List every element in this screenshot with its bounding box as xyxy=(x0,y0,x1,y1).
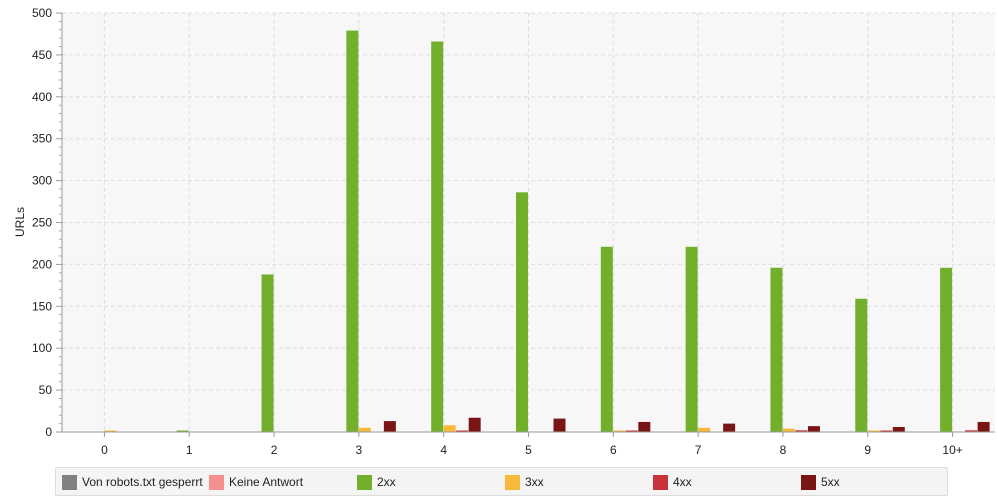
x-tick-label: 9 xyxy=(864,443,871,457)
y-tick-label: 350 xyxy=(32,132,52,146)
legend-label: 3xx xyxy=(525,475,544,489)
bars xyxy=(104,30,990,433)
legend-label: Keine Antwort xyxy=(229,475,304,489)
bar-5xx-6 xyxy=(638,421,651,432)
x-tick-label: 2 xyxy=(271,443,278,457)
bar-3xx-3 xyxy=(358,427,371,432)
bar-3xx-4 xyxy=(443,425,456,432)
legend-swatch xyxy=(653,474,668,490)
bar-3xx-8 xyxy=(782,428,795,432)
bar-3xx-7 xyxy=(698,427,711,432)
legend-item-keine-antwort[interactable]: Keine Antwort xyxy=(209,474,303,490)
legend-item-2xx[interactable]: 2xx xyxy=(357,474,396,490)
bar-4xx-4 xyxy=(456,430,469,432)
bar-5xx-4 xyxy=(468,417,481,432)
y-tick-label: 450 xyxy=(32,48,52,62)
bar-2xx-8 xyxy=(770,267,783,432)
y-tick-label: 500 xyxy=(32,6,52,20)
x-tick-label: 8 xyxy=(780,443,787,457)
x-tick-label: 10+ xyxy=(942,443,962,457)
legend-item-4xx[interactable]: 4xx xyxy=(653,474,692,490)
y-tick-label: 0 xyxy=(45,425,52,439)
x-tick-label: 0 xyxy=(101,443,108,457)
bar-2xx-6 xyxy=(600,246,613,432)
legend-label: 4xx xyxy=(673,475,692,489)
bar-2xx-9 xyxy=(855,298,868,432)
bar-5xx-5 xyxy=(553,418,566,432)
legend-label: 2xx xyxy=(377,475,396,489)
y-tick-label: 250 xyxy=(32,216,52,230)
bar-2xx-5 xyxy=(516,192,528,432)
y-tick-label: 300 xyxy=(32,174,52,188)
legend-swatch xyxy=(505,474,520,490)
y-axis-label: URLs xyxy=(13,207,27,237)
legend-swatch xyxy=(62,474,77,490)
bar-4xx-6 xyxy=(625,430,638,432)
bar-4xx-9 xyxy=(880,430,893,432)
bar-3xx-6 xyxy=(613,430,626,432)
bar-2xx-4 xyxy=(431,41,444,432)
bar-5xx-3 xyxy=(383,421,396,432)
bar-5xx-8 xyxy=(807,426,820,432)
legend-swatch xyxy=(801,474,816,490)
y-tick-label: 200 xyxy=(32,257,52,271)
bar-2xx-2 xyxy=(261,274,274,432)
x-tick-label: 5 xyxy=(525,443,532,457)
y-tick-label: 100 xyxy=(32,341,52,355)
x-tick-label: 7 xyxy=(695,443,702,457)
bar-2xx-7 xyxy=(685,246,698,432)
bar-3xx-9 xyxy=(867,430,880,432)
bar-5xx-7 xyxy=(723,423,736,432)
legend-swatch xyxy=(209,474,224,490)
bar-4xx-8 xyxy=(795,430,808,432)
x-tick-label: 3 xyxy=(356,443,363,457)
bar-2xx-3 xyxy=(346,30,359,433)
x-axis-tick-labels: 0 1 2 3 4 5 6 7 8 9 10+ xyxy=(101,443,963,457)
bar-4xx-10plus xyxy=(965,430,978,432)
y-tick-label: 50 xyxy=(39,383,53,397)
y-tick-label: 150 xyxy=(32,299,52,313)
y-tick-label: 400 xyxy=(32,90,52,104)
bar-5xx-10plus xyxy=(977,421,990,432)
axes xyxy=(56,12,995,437)
legend-item-5xx[interactable]: 5xx xyxy=(801,474,840,490)
legend: Von robots.txt gesperrt Keine Antwort 2xx 3… xyxy=(55,467,948,496)
legend-item-3xx[interactable]: 3xx xyxy=(505,474,544,490)
legend-label: Von robots.txt gesperrt xyxy=(82,475,203,489)
y-axis-tick-labels: 0 50 100 150 200 250 300 350 400 450 500 xyxy=(32,6,52,439)
bar-2xx-1 xyxy=(176,430,189,432)
x-tick-label: 6 xyxy=(610,443,617,457)
bar-5xx-9 xyxy=(892,426,905,432)
x-tick-label: 4 xyxy=(440,443,447,457)
legend-swatch xyxy=(357,474,372,490)
legend-label: 5xx xyxy=(821,475,840,489)
legend-item-von-robots-txt-gesperrt[interactable]: Von robots.txt gesperrt xyxy=(62,474,203,490)
bar-2xx-10plus xyxy=(940,267,953,432)
x-tick-label: 1 xyxy=(186,443,193,457)
bar-3xx-0 xyxy=(104,430,117,432)
